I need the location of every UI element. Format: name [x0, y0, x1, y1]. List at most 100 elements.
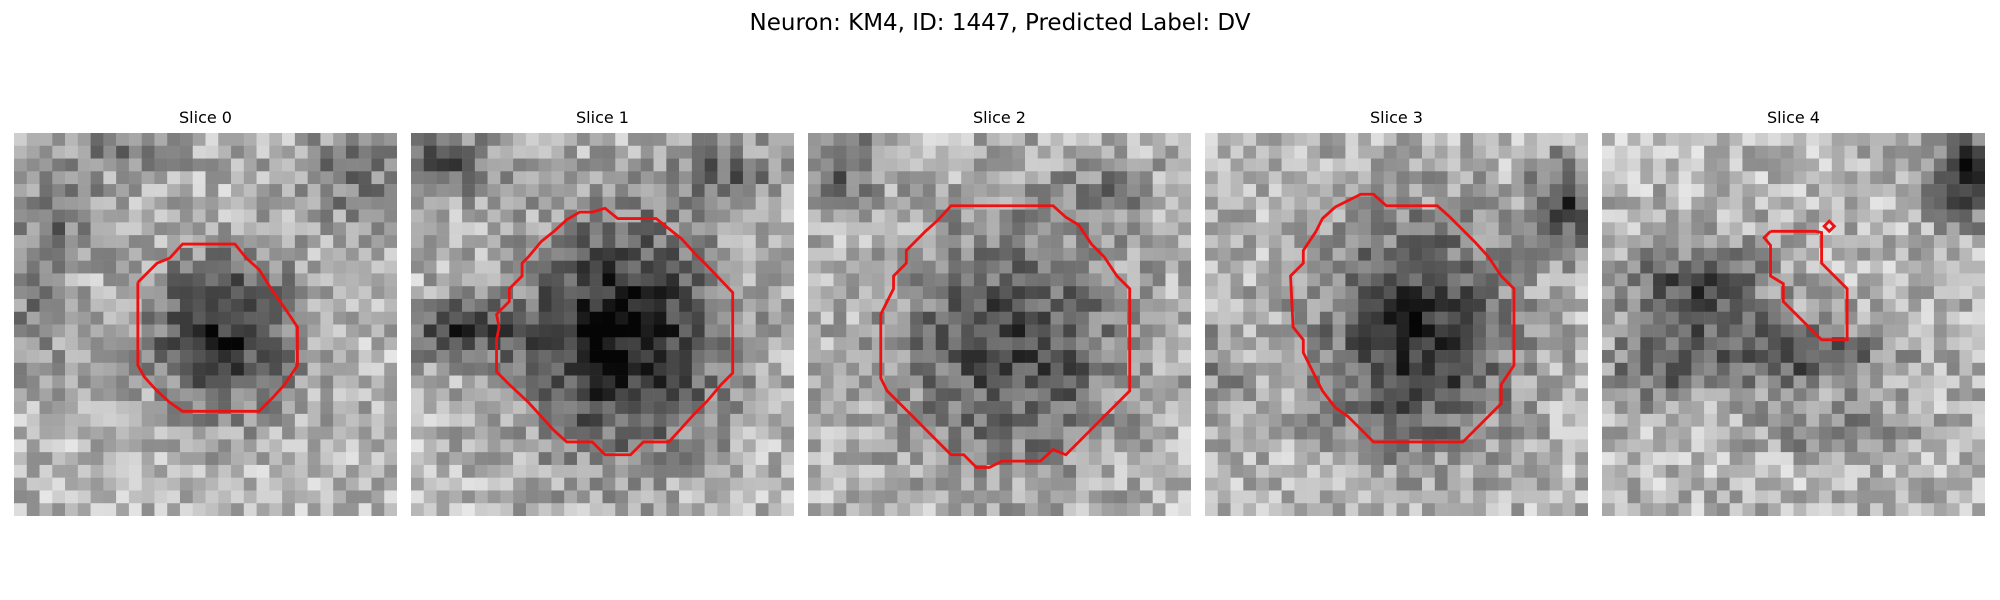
pixel [1396, 222, 1410, 236]
pixel [218, 477, 232, 491]
pixel [820, 171, 834, 185]
pixel [742, 133, 756, 147]
pixel [730, 464, 744, 478]
pixel [1076, 337, 1090, 351]
pixel [1383, 401, 1397, 415]
pixel [1025, 426, 1039, 440]
pixel [411, 273, 425, 287]
pixel [14, 337, 28, 351]
pixel [487, 247, 501, 261]
pixel [1396, 311, 1410, 325]
pixel [1716, 401, 1730, 415]
pixel [948, 413, 962, 427]
pixel [218, 184, 232, 198]
pixel [846, 273, 860, 287]
pixel [961, 337, 975, 351]
pixel [423, 324, 437, 338]
grayscale-pixels [1602, 133, 1985, 516]
pixel [1895, 324, 1909, 338]
pixel [871, 222, 885, 236]
pixel [948, 337, 962, 351]
pixel [1205, 247, 1219, 261]
pixel [116, 209, 130, 223]
pixel [781, 452, 794, 466]
pixel [371, 350, 385, 364]
pixel [371, 311, 385, 325]
pixel [1562, 298, 1576, 312]
pixel [1473, 464, 1487, 478]
pixel [1281, 426, 1295, 440]
pixel [1729, 324, 1743, 338]
pixel [1383, 184, 1397, 198]
pixel [282, 503, 296, 516]
pixel [833, 452, 847, 466]
pixel [26, 184, 40, 198]
slice-image [1602, 133, 1985, 516]
pixel [1524, 133, 1538, 147]
pixel [1627, 375, 1641, 389]
pixel [628, 350, 642, 364]
pixel [1831, 247, 1845, 261]
pixel [358, 247, 372, 261]
pixel [52, 247, 66, 261]
pixel [358, 298, 372, 312]
pixel [1165, 413, 1179, 427]
pixel [1178, 298, 1191, 312]
pixel [26, 286, 40, 300]
pixel [1729, 311, 1743, 325]
pixel [1037, 273, 1051, 287]
pixel [179, 452, 193, 466]
pixel [1256, 439, 1270, 453]
pixel [1921, 133, 1935, 147]
pixel [1230, 145, 1244, 159]
pixel [1396, 375, 1410, 389]
pixel [948, 375, 962, 389]
pixel [768, 133, 782, 147]
pixel [1678, 158, 1692, 172]
pixel [948, 388, 962, 402]
pixel [358, 375, 372, 389]
pixel [384, 222, 397, 236]
pixel [14, 388, 28, 402]
pixel [1691, 273, 1705, 287]
pixel [615, 145, 629, 159]
pixel [640, 145, 654, 159]
pixel [1742, 158, 1756, 172]
pixel [1524, 222, 1538, 236]
pixel [462, 490, 476, 504]
pixel [1908, 247, 1922, 261]
pixel [1716, 222, 1730, 236]
pixel [1230, 298, 1244, 312]
pixel [742, 388, 756, 402]
pixel [653, 375, 667, 389]
pixel [910, 362, 924, 376]
pixel [1383, 286, 1397, 300]
pixel [436, 362, 450, 376]
pixel [1665, 401, 1679, 415]
pixel [961, 298, 975, 312]
pixel [77, 401, 91, 415]
pixel [1101, 375, 1115, 389]
pixel [1256, 375, 1270, 389]
pixel [742, 311, 756, 325]
pixel [1230, 273, 1244, 287]
pixel [103, 260, 117, 274]
pixel [14, 273, 28, 287]
pixel [423, 413, 437, 427]
pixel [704, 337, 718, 351]
pixel [14, 260, 28, 274]
pixel [243, 209, 257, 223]
pixel [742, 426, 756, 440]
pixel [1870, 452, 1884, 466]
pixel [1319, 171, 1333, 185]
pixel [1409, 273, 1423, 287]
pixel [231, 171, 245, 185]
pixel [1319, 477, 1333, 491]
pixel [1780, 362, 1794, 376]
pixel [1908, 298, 1922, 312]
pixel [1653, 286, 1667, 300]
pixel [1602, 324, 1616, 338]
pixel [1895, 222, 1909, 236]
pixel [730, 503, 744, 516]
pixel [1972, 452, 1985, 466]
